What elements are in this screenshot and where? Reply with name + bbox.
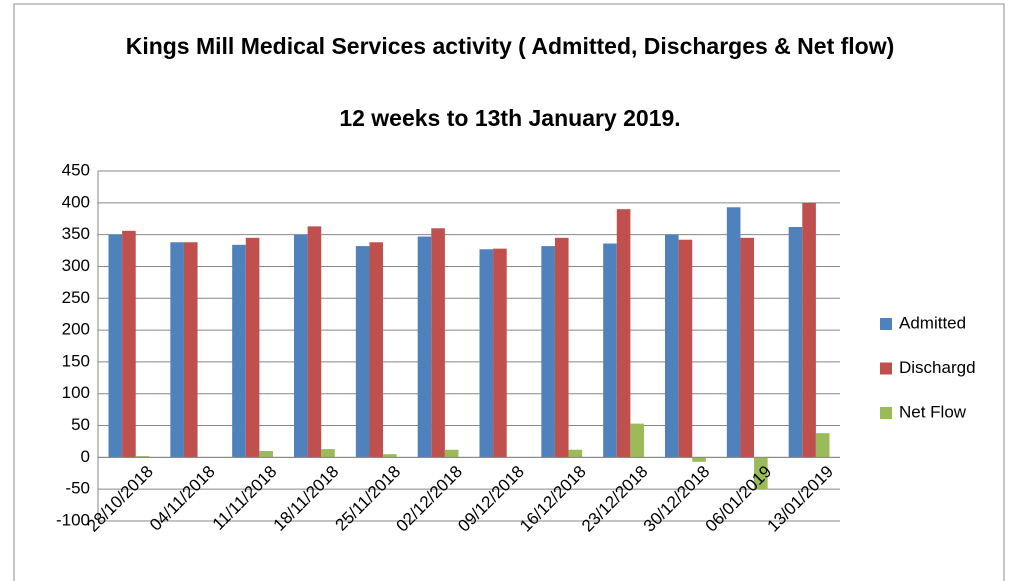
bar (431, 228, 445, 458)
bar (369, 242, 384, 458)
y-tick-label: 150 (62, 351, 90, 370)
bar (355, 246, 370, 458)
bar (444, 449, 459, 458)
bar (788, 227, 803, 458)
bar (815, 433, 830, 458)
bar (321, 449, 335, 458)
bar (135, 456, 150, 458)
y-tick-label: 400 (62, 192, 90, 211)
y-tick-label: 450 (62, 160, 90, 179)
bar (170, 242, 184, 458)
bar (616, 209, 631, 458)
bar (383, 454, 397, 458)
bar (665, 234, 679, 458)
bar (183, 242, 198, 458)
y-tick-label: 50 (71, 415, 90, 434)
bar (554, 237, 569, 458)
bar (630, 423, 644, 458)
legend-swatch (880, 362, 892, 375)
y-tick-label: -100 (56, 510, 90, 529)
bar (232, 244, 246, 458)
bar (603, 243, 617, 458)
legend-swatch (880, 318, 892, 330)
y-tick-label: 350 (62, 224, 90, 243)
bar (307, 226, 322, 458)
legend-label: Net Flow (899, 402, 967, 421)
bar (245, 237, 260, 458)
chart-border (13, 3, 1005, 581)
bar (802, 202, 816, 458)
y-tick-label: 250 (62, 288, 90, 307)
y-tick-label: 100 (62, 383, 90, 402)
bar (493, 248, 507, 458)
bar (754, 457, 768, 490)
bar (568, 449, 583, 458)
bar (541, 246, 555, 458)
bar (692, 457, 706, 462)
legend-label: Admitted (899, 313, 966, 332)
y-tick-label: 200 (62, 320, 90, 339)
bar (678, 239, 693, 458)
bar (108, 234, 123, 458)
chart-title: Kings Mill Medical Services activity ( A… (125, 33, 895, 59)
bar (479, 249, 494, 458)
y-tick-label: 0 (81, 447, 90, 466)
bar (740, 237, 755, 458)
bar (259, 451, 273, 458)
y-tick-label: -50 (65, 479, 90, 498)
chart-subtitle: 12 weeks to 13th January 2019. (339, 105, 681, 131)
y-tick-label: 300 (62, 256, 90, 275)
legend-label: Dischargd (899, 358, 976, 377)
bar (726, 207, 741, 458)
legend-swatch (880, 407, 892, 419)
bar (122, 230, 136, 458)
bar (294, 234, 308, 458)
bar (417, 236, 432, 458)
